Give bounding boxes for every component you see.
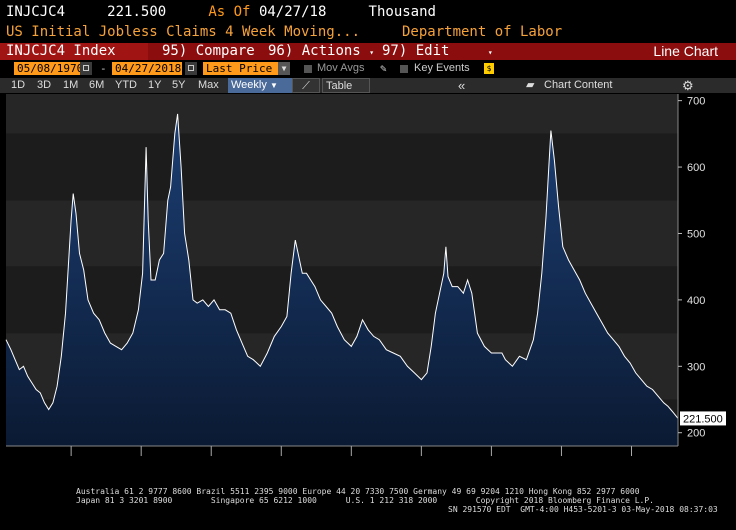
index-field[interactable]: INJCJC4 Index <box>6 43 116 59</box>
line-chart-icon[interactable]: ⟋ <box>292 78 320 93</box>
background-band <box>6 94 678 134</box>
calendar-icon[interactable] <box>185 62 197 75</box>
chart-content-button[interactable]: Chart Content <box>544 79 613 91</box>
chevron-down-icon: ▾ <box>487 48 493 57</box>
key-events-label[interactable]: Key Events <box>414 62 470 74</box>
ticker-symbol: INJCJC4 <box>6 4 66 20</box>
field-select[interactable]: Last Price <box>203 62 287 75</box>
chevron-down-icon[interactable]: ▼ <box>278 62 290 75</box>
key-events-checkbox[interactable] <box>400 65 408 73</box>
data-source: Department of Labor <box>402 24 563 40</box>
command-toolbar: INJCJC4 Index 95) Compare 96) Actions ▾ … <box>0 43 736 60</box>
index-field-box[interactable] <box>0 43 148 60</box>
chevron-down-icon: ▼ <box>269 81 278 90</box>
series-area <box>6 113 678 447</box>
range-ytd[interactable]: YTD <box>115 79 137 91</box>
start-date-input[interactable]: 05/08/1970 <box>14 62 83 75</box>
y-tick-label: 700 <box>687 96 705 108</box>
as-of-date: 04/27/18 <box>258 4 327 20</box>
range-6m[interactable]: 6M <box>89 79 105 91</box>
security-header: INJCJC4 221.500 As Of 04/27/18 Thousand <box>6 4 436 20</box>
background-band <box>6 200 678 267</box>
pencil-icon[interactable]: ✎ <box>380 62 387 75</box>
mov-avgs-checkbox[interactable] <box>304 65 312 73</box>
y-tick-label: 500 <box>687 228 705 240</box>
frequency-select[interactable]: Weekly ▼ <box>228 78 292 93</box>
series-line <box>5 113 679 419</box>
range-1d[interactable]: 1D <box>11 79 26 91</box>
footer-contacts-2: Japan 81 3 3201 8900 Singapore 65 6212 1… <box>76 496 654 505</box>
compare-menu[interactable]: 95) Compare <box>162 43 255 59</box>
y-tick-label: 600 <box>687 162 705 174</box>
last-value-badge <box>680 411 726 426</box>
end-date-input[interactable]: 04/27/2018 <box>112 62 182 75</box>
range-1m[interactable]: 1M <box>63 79 79 91</box>
edit-menu[interactable]: 97) Edit ▾ <box>382 43 493 59</box>
footer-session: SN 291570 EDT GMT-4:00 H453-5201-3 03-Ma… <box>448 505 718 514</box>
calendar-icon[interactable] <box>80 62 92 75</box>
mov-avgs-label[interactable]: Mov Avgs <box>317 62 365 74</box>
last-value-badge-label: 221.500 <box>683 413 723 425</box>
range-5y[interactable]: 5Y <box>172 79 186 91</box>
range-1y[interactable]: 1Y <box>148 79 162 91</box>
y-tick-label: 200 <box>687 428 705 440</box>
table-button[interactable]: Table <box>322 78 370 93</box>
range-3d[interactable]: 3D <box>37 79 52 91</box>
range-toolbar: 1D 3D 1M 6M YTD 1Y 5Y Max Weekly ▼ ⟋ Tab… <box>0 78 736 93</box>
as-of-label: As Of <box>208 4 251 20</box>
chart-content-icon: ▰ <box>526 79 535 91</box>
view-type-label[interactable]: Line Chart <box>653 43 718 59</box>
collapse-left-icon[interactable]: « <box>458 78 466 93</box>
y-tick-label: 300 <box>687 361 705 373</box>
date-range-separator: - <box>100 62 107 75</box>
units-label: Thousand <box>368 4 436 20</box>
last-value: 221.500 <box>107 4 167 20</box>
background-band <box>6 133 678 201</box>
series-description: US Initial Jobless Claims 4 Week Moving.… <box>6 24 361 40</box>
y-tick-label: 400 <box>687 295 705 307</box>
footer-contacts-1: Australia 61 2 9777 8600 Brazil 5511 239… <box>76 487 640 496</box>
footer: Australia 61 2 9777 8600 Brazil 5511 239… <box>0 487 736 514</box>
actions-menu[interactable]: 96) Actions ▾ <box>268 43 375 59</box>
range-max[interactable]: Max <box>198 79 219 91</box>
events-icon[interactable]: $ <box>484 63 494 74</box>
chevron-down-icon: ▾ <box>369 48 375 57</box>
gear-icon[interactable]: ⚙ <box>682 78 694 93</box>
settings-row: 05/08/1970 - 04/27/2018 Last Price ▼ Mov… <box>0 62 736 76</box>
